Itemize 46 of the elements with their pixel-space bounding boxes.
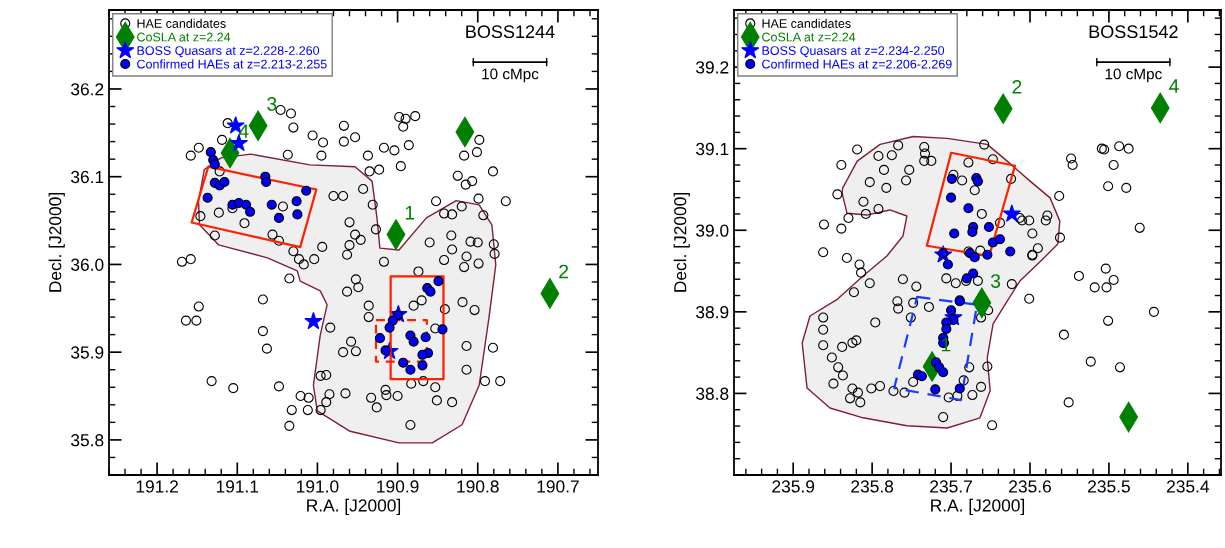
annotation: 3: [267, 97, 277, 111]
annotation: 1: [941, 337, 951, 352]
annotation: BOSS1542: [1089, 25, 1178, 39]
x-axis-title: R.A. [J2000]: [307, 498, 401, 516]
x-tick-label: 191.1: [216, 480, 259, 493]
y-tick-label: 38.8: [696, 387, 729, 400]
legend-label: Confirmed HAEs at z=2.206-2.269: [762, 59, 952, 69]
annotation: 3: [990, 274, 1001, 288]
legend-label: HAE candidates: [137, 18, 226, 28]
x-tick-label: 235.6: [1009, 480, 1051, 493]
legend-label: CoSLA at z=2.24: [762, 32, 856, 42]
y-tick-label: 36.1: [71, 170, 104, 184]
x-axis-title: R.A. [J2000]: [931, 498, 1025, 516]
y-axis-title: Decl. [J2000]: [673, 193, 690, 292]
x-tick-label: 191.0: [297, 480, 339, 493]
annotation: 4: [238, 124, 249, 138]
x-tick-label: 235.7: [930, 480, 972, 493]
annotation: 10 cMpc: [482, 68, 539, 83]
x-tick-label: 190.9: [377, 480, 419, 493]
y-tick-label: 39.2: [696, 61, 729, 74]
legend-label: BOSS Quasars at z=2.228-2.260: [137, 46, 320, 58]
y-tick-label: 35.9: [71, 346, 104, 359]
legend-label: Confirmed HAEs at z=2.213-2.255: [137, 59, 327, 69]
x-tick-label: 235.5: [1088, 480, 1130, 493]
y-tick-label: 39.0: [696, 224, 729, 237]
x-tick-label: 235.4: [1167, 480, 1210, 493]
annotation: 4: [1169, 79, 1179, 93]
legend-label: BOSS Quasars at z=2.234-2.250: [762, 46, 945, 58]
x-tick-label: 190.8: [457, 480, 499, 493]
y-tick-label: 36.0: [71, 258, 104, 271]
x-tick-label: 191.2: [136, 480, 178, 493]
annotation: 2: [1012, 79, 1022, 94]
annotation: 1: [405, 206, 415, 220]
x-tick-label: 235.9: [772, 480, 815, 493]
annotation: 2: [559, 264, 569, 279]
legend-label: CoSLA at z=2.24: [137, 32, 231, 42]
x-tick-label: 190.7: [537, 480, 579, 493]
legend-label: HAE candidates: [762, 18, 851, 28]
y-tick-label: 36.2: [71, 83, 104, 96]
annotation: BOSS1244: [466, 25, 555, 39]
y-tick-label: 39.1: [696, 142, 729, 156]
x-tick-label: 235.8: [851, 480, 894, 493]
annotation: 10 cMpc: [1105, 68, 1162, 83]
y-axis-title: Decl. [J2000]: [48, 193, 65, 292]
y-tick-label: 38.9: [696, 306, 729, 319]
y-tick-label: 35.8: [71, 434, 104, 447]
